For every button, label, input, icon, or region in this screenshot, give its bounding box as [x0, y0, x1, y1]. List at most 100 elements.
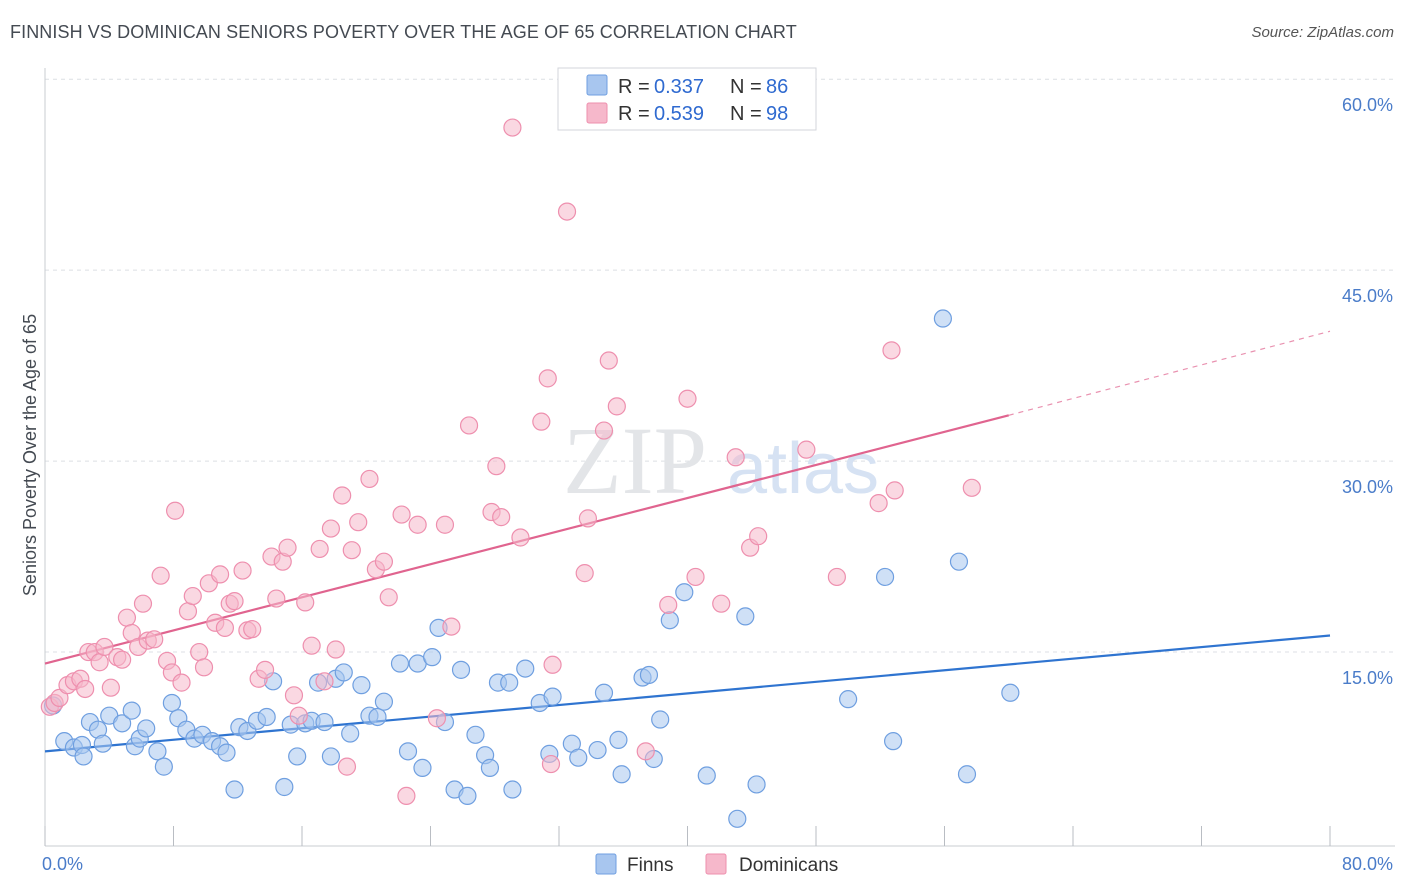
dominicans-point: [962, 478, 981, 497]
dominicans-point: [678, 389, 697, 408]
dominicans-point: [178, 602, 198, 621]
chart-title: FINNISH VS DOMINICAN SENIORS POVERTY OVE…: [10, 22, 797, 42]
finns-point: [949, 552, 969, 571]
finns-point: [321, 747, 341, 766]
dominicans-point: [882, 341, 901, 360]
bottom-legend-swatch-finns: [595, 853, 617, 875]
dominicans-point: [210, 565, 230, 584]
dominicans-point: [578, 509, 598, 528]
dominicans-point: [749, 527, 768, 546]
y-axis-label: Seniors Poverty Over the Age of 65: [20, 314, 40, 596]
dominicans-point: [541, 754, 561, 774]
dominicans-point: [145, 630, 164, 649]
dominicans-point: [427, 709, 447, 728]
finns-point: [257, 707, 276, 727]
finns-point: [137, 719, 156, 738]
legend-swatch-dominicans: [586, 102, 608, 124]
x-tick-label: 80.0%: [1342, 854, 1393, 874]
dominicans-point: [112, 650, 132, 669]
dominicans-point: [243, 620, 262, 639]
dominicans-point: [659, 595, 678, 615]
dominicans-point: [349, 513, 368, 532]
x-tick-label: 0.0%: [42, 854, 83, 874]
finns-point: [1001, 683, 1020, 702]
axes: [44, 68, 1395, 847]
finns-point: [543, 687, 562, 706]
y-tick-label: 15.0%: [1342, 668, 1393, 688]
finns-point: [736, 607, 755, 626]
dominicans-point: [133, 594, 153, 613]
dominicans-point: [374, 552, 394, 571]
finns-point: [315, 712, 334, 732]
dominicans-point: [342, 541, 361, 560]
dominicans-point: [869, 494, 888, 513]
dominicans-point: [166, 501, 185, 520]
dominicans-point: [101, 678, 120, 697]
bottom-legend-swatch-dominicans: [705, 853, 727, 875]
dominicans-point: [321, 519, 341, 538]
dominicans-point: [337, 757, 357, 776]
legend-r-label: R =: [618, 103, 650, 125]
source-label: Source: ZipAtlas.com: [1251, 24, 1394, 41]
dominicans-point: [302, 636, 321, 655]
finns-point: [697, 766, 716, 785]
dominicans-point: [360, 469, 379, 489]
finns-point: [957, 765, 977, 784]
finns-point: [466, 725, 485, 744]
finns-point: [639, 665, 659, 685]
dominicans-point: [503, 118, 522, 137]
finns-point: [74, 747, 93, 766]
legend-swatch-finns: [586, 74, 608, 96]
dominicans-point: [296, 593, 315, 612]
tick-labels: 15.0% 30.0% 45.0% 60.0% 0.0% 80.0%: [42, 95, 1393, 874]
dominicans-point: [90, 653, 109, 672]
finns-point: [162, 693, 181, 713]
finns-point: [480, 758, 500, 777]
legend-n-label: N =: [730, 76, 762, 98]
finns-point: [334, 663, 353, 682]
finns-point: [883, 732, 903, 751]
dominicans-point: [532, 412, 551, 431]
dominicans-point: [233, 561, 252, 580]
finns-point: [390, 654, 410, 673]
dominicans-point: [267, 589, 286, 608]
finns-point: [728, 809, 747, 828]
dominicans-point: [315, 672, 334, 691]
finns-trend-line: [44, 634, 1331, 753]
dominicans-point: [255, 660, 275, 679]
dominicans-point: [511, 528, 530, 547]
dominicans-point: [379, 588, 398, 607]
finns-point: [594, 683, 614, 702]
finns-point: [122, 701, 141, 720]
finns-point: [609, 730, 628, 749]
dominicans-point: [183, 586, 202, 606]
dominicans-point: [575, 564, 594, 583]
dominicans-point: [172, 673, 191, 692]
dominicans-point: [333, 486, 352, 505]
y-tick-label: 60.0%: [1342, 95, 1393, 115]
dominicans-point: [636, 742, 655, 761]
finns-point: [933, 309, 952, 328]
dominicans-point: [885, 481, 904, 500]
dominicans-point: [326, 640, 345, 659]
dominicans-point: [442, 617, 461, 636]
finns-point: [516, 659, 535, 678]
dominicans-point: [95, 637, 114, 657]
dominicans-point: [607, 397, 626, 416]
finns-point: [458, 786, 477, 805]
finns-point: [675, 583, 694, 602]
dominicans-point: [487, 457, 506, 476]
finns-point: [275, 777, 294, 797]
dominicans-point: [289, 706, 308, 725]
y-tick-label: 30.0%: [1342, 477, 1393, 497]
finns-point: [341, 724, 360, 743]
watermark-zip: ZIP: [563, 407, 707, 514]
dominicans-point: [492, 508, 511, 527]
y-tick-label: 45.0%: [1342, 286, 1393, 306]
finns-point: [154, 757, 173, 776]
finns-point: [398, 742, 418, 761]
finns-point: [588, 740, 607, 760]
dominicans-points: [40, 118, 981, 805]
finns-point: [352, 676, 371, 695]
